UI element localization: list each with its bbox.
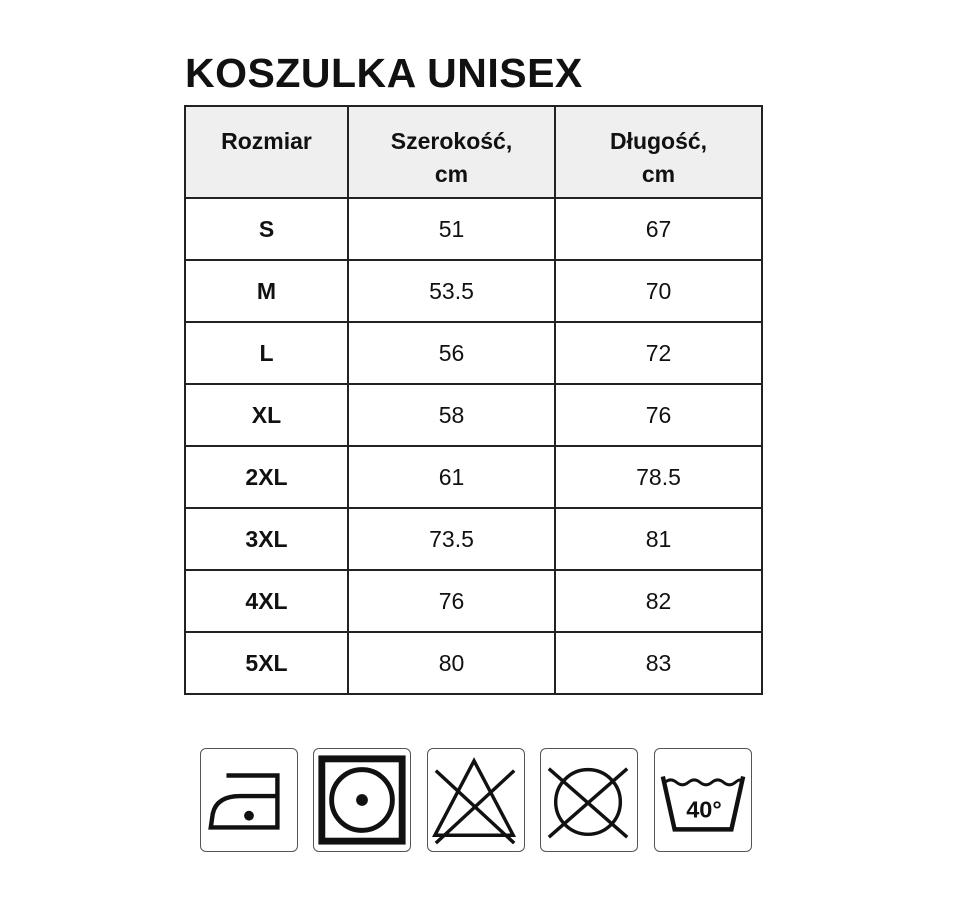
- header-width: Szerokość, cm: [347, 105, 556, 199]
- cell-size: M: [184, 259, 349, 323]
- table-row: L 56 72: [184, 321, 763, 385]
- header-size: Rozmiar: [184, 105, 349, 199]
- table-row: XL 58 76: [184, 383, 763, 447]
- cell-width: 51: [347, 197, 556, 261]
- size-table: Rozmiar Szerokość, cm Długość, cm S 51 67 M 53…: [184, 105, 763, 695]
- cell-size: 5XL: [184, 631, 349, 695]
- header-text: Długość,: [609, 128, 708, 154]
- cell-size: 4XL: [184, 569, 349, 633]
- cell-length: 72: [554, 321, 763, 385]
- do-not-dry-clean-icon: [540, 748, 638, 852]
- tumble-dry-icon: [313, 748, 411, 852]
- wash-temperature-label: 40°: [686, 797, 722, 823]
- table-row: 3XL 73.5 81: [184, 507, 763, 571]
- cell-length: 76: [554, 383, 763, 447]
- cell-length: 83: [554, 631, 763, 695]
- cell-width: 58: [347, 383, 556, 447]
- iron-low-temperature-icon: [200, 748, 298, 852]
- table-row: 5XL 80 83: [184, 631, 763, 695]
- cell-size: XL: [184, 383, 349, 447]
- table-row: M 53.5 70: [184, 259, 763, 323]
- cell-length: 82: [554, 569, 763, 633]
- wash-40-icon: 40°: [654, 748, 752, 852]
- cell-width: 61: [347, 445, 556, 509]
- page-title: KOSZULKA UNISEX: [185, 50, 583, 96]
- header-text: Szerokość,: [390, 128, 513, 154]
- cell-size: S: [184, 197, 349, 261]
- cell-width: 53.5: [347, 259, 556, 323]
- table-row: 2XL 61 78.5: [184, 445, 763, 509]
- cell-size: L: [184, 321, 349, 385]
- cell-size: 2XL: [184, 445, 349, 509]
- header-text: Rozmiar: [221, 128, 312, 154]
- cell-length: 67: [554, 197, 763, 261]
- cell-width: 56: [347, 321, 556, 385]
- cell-width: 76: [347, 569, 556, 633]
- header-unit: cm: [641, 161, 676, 187]
- table-row: S 51 67: [184, 197, 763, 261]
- cell-length: 70: [554, 259, 763, 323]
- cell-width: 73.5: [347, 507, 556, 571]
- header-length: Długość, cm: [554, 105, 763, 199]
- cell-width: 80: [347, 631, 556, 695]
- do-not-bleach-icon: [427, 748, 525, 852]
- table-header-row: Rozmiar Szerokość, cm Długość, cm: [184, 105, 763, 199]
- cell-size: 3XL: [184, 507, 349, 571]
- header-unit: cm: [434, 161, 469, 187]
- cell-length: 78.5: [554, 445, 763, 509]
- cell-length: 81: [554, 507, 763, 571]
- table-row: 4XL 76 82: [184, 569, 763, 633]
